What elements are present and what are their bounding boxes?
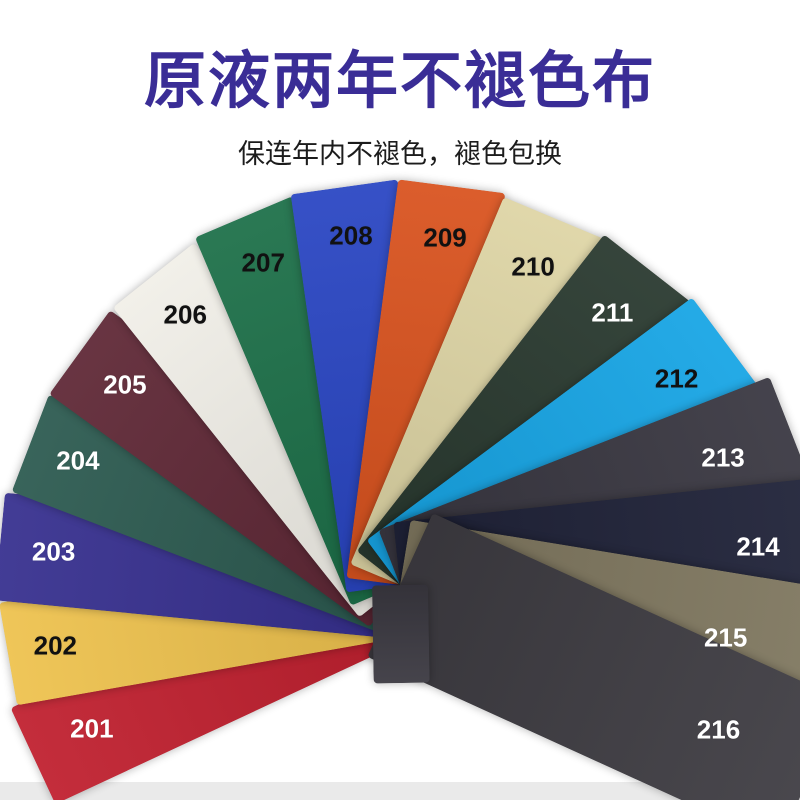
swatch-label-202: 202: [33, 630, 78, 661]
swatch-label-210: 210: [511, 251, 555, 282]
swatch-label-207: 207: [241, 247, 285, 278]
swatch-label-213: 213: [701, 442, 745, 473]
swatch-label-214: 214: [736, 531, 780, 562]
swatch-label-201: 201: [70, 713, 114, 744]
swatch-label-209: 209: [423, 222, 467, 253]
headline: 原液两年不褪色布: [143, 47, 656, 116]
swatch-label-216: 216: [696, 714, 741, 745]
swatch-label-203: 203: [31, 536, 76, 567]
swatch-label-212: 212: [654, 363, 699, 394]
subheadline: 保连年内不褪色，褪色包换: [238, 139, 562, 169]
swatch-label-206: 206: [163, 299, 207, 330]
swatch-label-208: 208: [329, 220, 373, 251]
swatch-label-215: 215: [703, 622, 748, 653]
swatch-label-211: 211: [591, 297, 634, 328]
fan-handle: [372, 584, 430, 684]
swatch-label-204: 204: [56, 445, 100, 476]
swatch-label-205: 205: [103, 369, 147, 400]
bottom-band: [0, 782, 800, 800]
